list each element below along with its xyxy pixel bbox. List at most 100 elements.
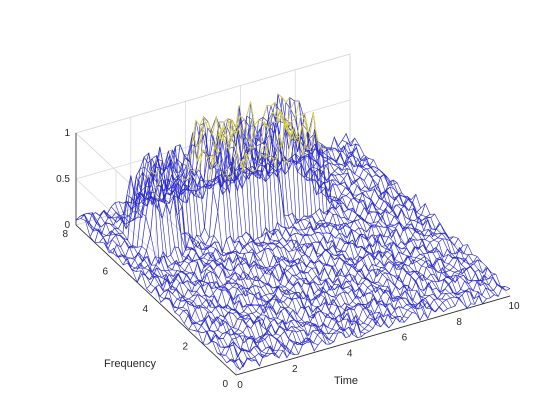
surface-peak xyxy=(286,123,315,151)
surface-line xyxy=(314,144,476,305)
surface-peak xyxy=(208,150,221,181)
surface-mesh xyxy=(75,93,511,371)
surface-peak xyxy=(221,170,226,181)
surface-line xyxy=(130,163,292,352)
y-tick-label: 2 xyxy=(182,342,188,353)
surface-line xyxy=(122,170,284,352)
y-axis-label: Frequency xyxy=(104,358,156,370)
surface-peak xyxy=(271,129,308,168)
surface-peak xyxy=(146,169,160,179)
surface-line xyxy=(103,194,264,356)
surface-line xyxy=(134,152,295,356)
surface-peak xyxy=(277,93,291,104)
surface-line xyxy=(114,174,276,354)
surface-peak xyxy=(239,123,244,135)
surface-line xyxy=(110,191,272,355)
surface-line xyxy=(205,121,366,334)
surface-line xyxy=(161,159,323,341)
surface-peak xyxy=(221,130,238,149)
surface-line xyxy=(177,126,338,335)
surface-line xyxy=(240,121,401,318)
surface-line xyxy=(107,175,268,358)
surface-line xyxy=(342,140,503,288)
surface-line xyxy=(326,147,487,300)
surface-line xyxy=(224,104,385,322)
surface-peak xyxy=(197,149,207,161)
surface-peak xyxy=(273,121,278,124)
surface-line xyxy=(142,155,303,346)
surface-line xyxy=(220,118,381,328)
x-tick-label: 4 xyxy=(347,348,353,359)
surface-peak xyxy=(314,127,327,151)
surface-line xyxy=(154,149,315,352)
surface-line xyxy=(310,148,472,304)
surface-line xyxy=(271,101,432,310)
surface-line xyxy=(334,137,495,295)
surface-line xyxy=(75,218,237,367)
surface-peak xyxy=(246,146,255,149)
surface-line xyxy=(283,155,444,312)
x-tick-label: 6 xyxy=(402,333,408,344)
surface-line xyxy=(298,156,460,298)
surface-line xyxy=(306,150,468,309)
surface-line xyxy=(138,158,299,355)
surface-line xyxy=(338,145,499,297)
surface-line xyxy=(165,144,327,345)
surface-peak xyxy=(259,153,268,158)
surface-peak xyxy=(207,155,220,166)
surface-line xyxy=(267,97,429,319)
surface-line xyxy=(91,214,252,362)
surface-line xyxy=(87,212,248,368)
surface-line xyxy=(295,153,456,307)
surface-peak xyxy=(292,113,309,139)
surface-peak xyxy=(239,154,252,170)
surface-peak xyxy=(224,149,245,179)
surface-line xyxy=(95,212,256,361)
x-axis-label: Time xyxy=(334,375,358,387)
z-tick-label: 0 xyxy=(64,220,70,231)
surface-line xyxy=(302,152,464,304)
z-tick-label: 0.5 xyxy=(56,174,70,185)
surface-peak xyxy=(240,144,277,176)
surface-line xyxy=(99,209,260,366)
surface-peak xyxy=(262,133,271,159)
surface-peak xyxy=(262,100,295,131)
surface-line xyxy=(275,97,436,313)
y-tick-label: 4 xyxy=(142,304,148,315)
surface-peak xyxy=(186,165,191,170)
surface-peak xyxy=(191,133,227,171)
surface-line xyxy=(212,126,374,329)
surface-peak xyxy=(227,146,233,162)
surface-peak xyxy=(275,101,300,133)
y-tick-label: 6 xyxy=(102,267,108,278)
z-tick-label: 1 xyxy=(64,128,70,139)
y-tick-label: 0 xyxy=(222,379,228,390)
surface-line xyxy=(146,161,307,346)
surface-peak xyxy=(212,115,253,153)
surface-peak xyxy=(152,178,161,190)
y-axis-line xyxy=(75,224,237,376)
surface-peak xyxy=(180,173,193,180)
y-tick-label: 8 xyxy=(62,229,68,240)
surface-line xyxy=(251,105,413,313)
x-tick-label: 10 xyxy=(508,301,520,312)
surface-line xyxy=(318,152,479,300)
surface-peak xyxy=(154,192,159,201)
surface-line xyxy=(231,283,506,368)
surface-peak xyxy=(189,125,206,162)
surface-line xyxy=(79,214,241,370)
surface-line xyxy=(345,133,507,291)
surface-line xyxy=(349,137,511,289)
surface-line xyxy=(83,214,245,365)
x-axis-line xyxy=(235,295,511,376)
surface-line xyxy=(259,120,421,321)
surface-peak xyxy=(246,101,271,128)
surface-line xyxy=(158,149,319,346)
surface-peak xyxy=(226,166,232,170)
surface-peak xyxy=(303,117,309,133)
surface-peak xyxy=(168,149,173,152)
surface-line xyxy=(322,146,483,304)
